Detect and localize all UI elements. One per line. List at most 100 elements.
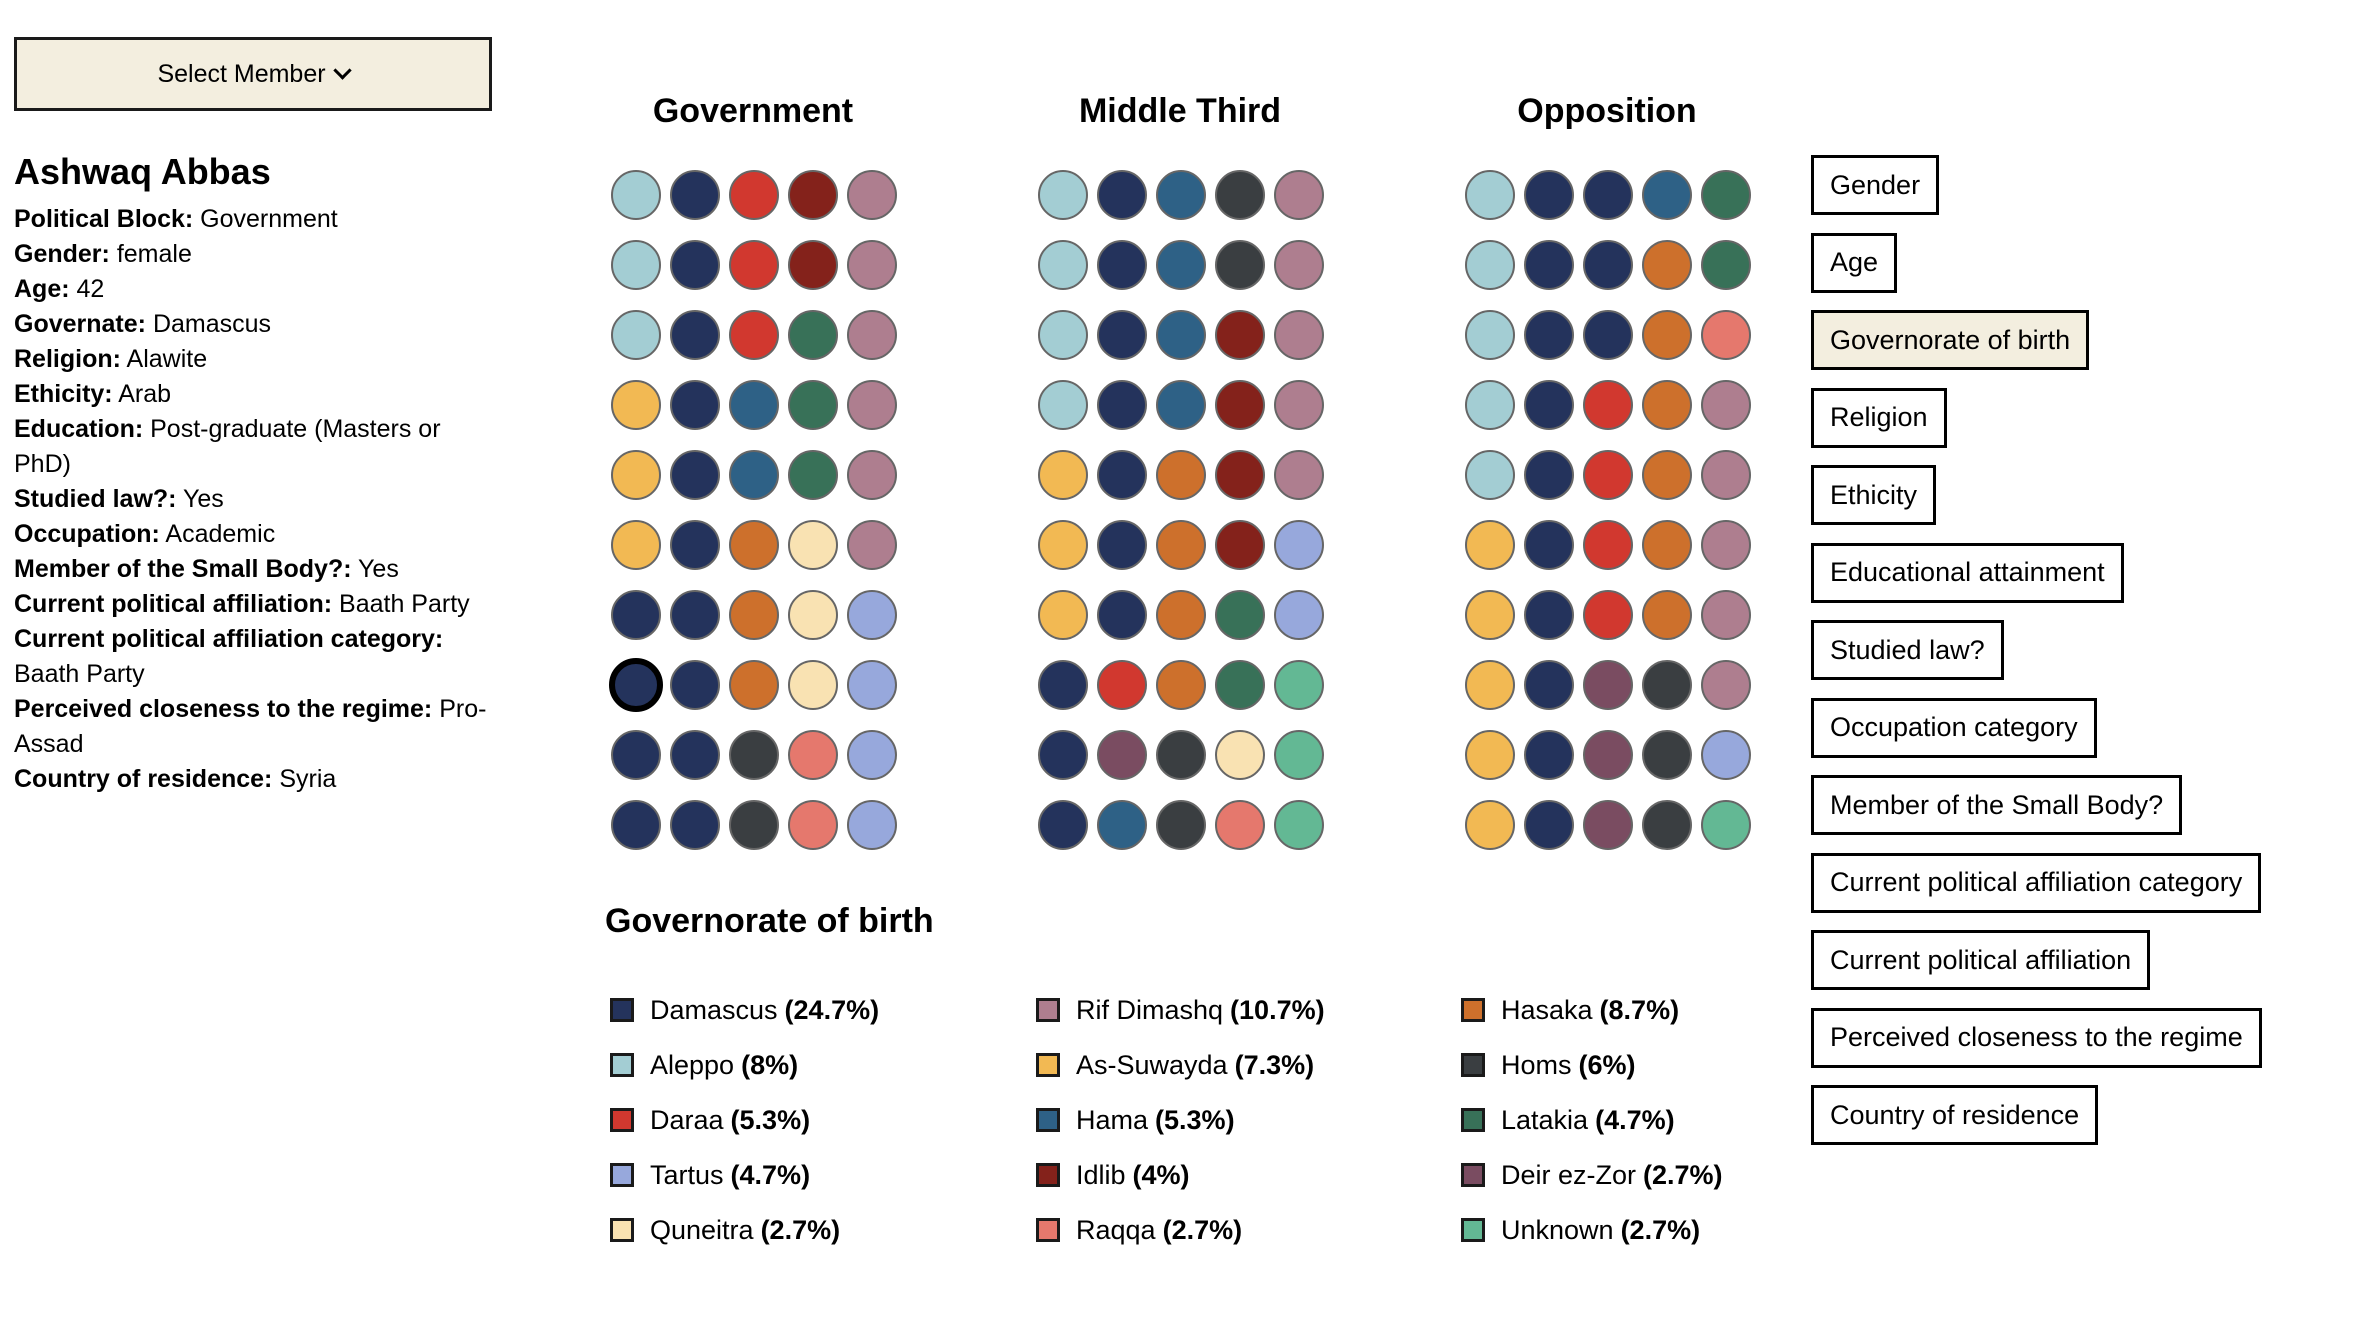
member-dot[interactable] [1274, 170, 1324, 220]
member-dot[interactable] [1583, 170, 1633, 220]
member-dot[interactable] [611, 450, 661, 500]
member-dot[interactable] [847, 240, 897, 290]
member-dot[interactable] [611, 730, 661, 780]
member-dot[interactable] [1642, 520, 1692, 570]
member-dot[interactable] [670, 730, 720, 780]
member-dot[interactable] [1642, 380, 1692, 430]
member-dot[interactable] [1524, 380, 1574, 430]
member-dot[interactable] [670, 450, 720, 500]
member-dot[interactable] [1701, 240, 1751, 290]
member-dot[interactable] [847, 660, 897, 710]
member-dot[interactable] [1274, 450, 1324, 500]
category-button-current-political-affiliation[interactable]: Current political affiliation [1811, 930, 2151, 990]
member-dot[interactable] [670, 170, 720, 220]
member-dot[interactable] [1524, 520, 1574, 570]
member-dot[interactable] [1038, 240, 1088, 290]
member-dot[interactable] [1465, 520, 1515, 570]
member-dot[interactable] [729, 170, 779, 220]
member-dot[interactable] [1038, 590, 1088, 640]
member-dot[interactable] [788, 660, 838, 710]
member-dot[interactable] [788, 520, 838, 570]
member-dot[interactable] [1583, 310, 1633, 360]
member-dot[interactable] [1038, 800, 1088, 850]
member-dot[interactable] [1215, 730, 1265, 780]
member-dot[interactable] [1097, 800, 1147, 850]
member-dot[interactable] [847, 170, 897, 220]
member-dot[interactable] [1701, 800, 1751, 850]
member-dot[interactable] [1097, 520, 1147, 570]
member-dot[interactable] [1038, 310, 1088, 360]
member-dot[interactable] [1097, 730, 1147, 780]
member-dot[interactable] [1038, 520, 1088, 570]
member-dot[interactable] [670, 660, 720, 710]
category-button-educational-attainment[interactable]: Educational attainment [1811, 542, 2124, 603]
member-dot[interactable] [1701, 310, 1751, 360]
member-dot[interactable] [1215, 520, 1265, 570]
member-dot[interactable] [1465, 450, 1515, 500]
member-dot[interactable] [1156, 590, 1206, 640]
member-dot[interactable] [847, 380, 897, 430]
member-dot[interactable] [1701, 170, 1751, 220]
member-dot[interactable] [1642, 310, 1692, 360]
member-dot[interactable] [1583, 660, 1633, 710]
category-button-current-political-affiliation-category[interactable]: Current political affiliation category [1811, 852, 2262, 913]
member-dot[interactable] [1642, 800, 1692, 850]
category-button-age[interactable]: Age [1811, 232, 1898, 293]
member-dot[interactable] [788, 800, 838, 850]
member-dot[interactable] [1701, 730, 1751, 780]
member-dot[interactable] [1215, 240, 1265, 290]
member-dot[interactable] [1156, 240, 1206, 290]
category-button-occupation-category[interactable]: Occupation category [1811, 697, 2097, 758]
member-dot[interactable] [847, 450, 897, 500]
member-dot[interactable] [1465, 310, 1515, 360]
member-dot[interactable] [788, 240, 838, 290]
member-dot[interactable] [1642, 170, 1692, 220]
member-dot[interactable] [847, 520, 897, 570]
member-dot[interactable] [729, 660, 779, 710]
member-dot[interactable] [1156, 310, 1206, 360]
member-dot[interactable] [1156, 380, 1206, 430]
member-dot[interactable] [1215, 310, 1265, 360]
member-dot[interactable] [1215, 590, 1265, 640]
member-dot[interactable] [729, 590, 779, 640]
member-dot[interactable] [1274, 730, 1324, 780]
member-dot[interactable] [1465, 660, 1515, 710]
member-dot[interactable] [1465, 170, 1515, 220]
member-dot[interactable] [1038, 170, 1088, 220]
category-button-country-of-residence[interactable]: Country of residence [1811, 1085, 2099, 1145]
member-dot[interactable] [1274, 520, 1324, 570]
member-dot[interactable] [1038, 450, 1088, 500]
category-button-gender[interactable]: Gender [1811, 155, 1940, 215]
member-dot[interactable] [1097, 170, 1147, 220]
member-dot[interactable] [1465, 380, 1515, 430]
member-dot[interactable] [1156, 170, 1206, 220]
member-dot[interactable] [1642, 240, 1692, 290]
member-dot[interactable] [1642, 730, 1692, 780]
member-dot[interactable] [729, 450, 779, 500]
category-button-perceived-closeness-to-the-regime[interactable]: Perceived closeness to the regime [1811, 1007, 2262, 1068]
member-dot[interactable] [1274, 660, 1324, 710]
member-dot[interactable] [611, 310, 661, 360]
member-dot[interactable] [1156, 450, 1206, 500]
member-dot[interactable] [788, 310, 838, 360]
member-dot[interactable] [1156, 520, 1206, 570]
member-dot[interactable] [1524, 590, 1574, 640]
member-dot[interactable] [788, 590, 838, 640]
member-dot[interactable] [670, 380, 720, 430]
member-dot[interactable] [847, 730, 897, 780]
member-dot[interactable] [1274, 800, 1324, 850]
category-button-governorate-of-birth[interactable]: Governorate of birth [1811, 310, 2090, 370]
member-dot[interactable] [1215, 380, 1265, 430]
member-dot[interactable] [1156, 730, 1206, 780]
member-dot[interactable] [1524, 660, 1574, 710]
member-dot[interactable] [1215, 660, 1265, 710]
member-dot[interactable] [1583, 590, 1633, 640]
member-dot[interactable] [1642, 450, 1692, 500]
member-dot[interactable] [611, 590, 661, 640]
member-dot[interactable] [1701, 660, 1751, 710]
member-dot[interactable] [670, 590, 720, 640]
member-dot[interactable] [788, 380, 838, 430]
member-dot[interactable] [1215, 170, 1265, 220]
member-dot[interactable] [1156, 660, 1206, 710]
member-dot[interactable] [1524, 310, 1574, 360]
